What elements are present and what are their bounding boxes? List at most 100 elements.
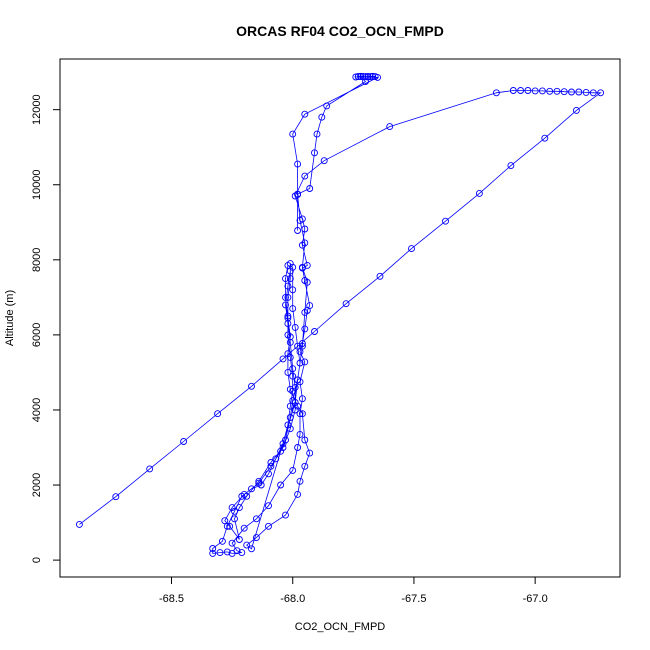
data-point — [221, 517, 229, 525]
data-point — [231, 515, 238, 523]
data-point — [572, 106, 580, 114]
data-point — [509, 87, 517, 94]
data-point — [386, 123, 394, 131]
data-point — [374, 73, 382, 81]
data-point — [296, 359, 304, 367]
data-point — [298, 263, 306, 271]
x-axis: -68.5 -68.0 -67.5 -67.0 — [159, 576, 548, 605]
data-point — [296, 477, 304, 485]
data-point — [298, 410, 306, 418]
data-point — [277, 447, 285, 455]
data-point — [289, 372, 297, 380]
data-point — [362, 73, 369, 81]
y-axis: 0 2000 4000 6000 8000 10000 12000 — [31, 94, 61, 563]
data-point — [354, 73, 362, 81]
x-axis-label: CO2_OCN_FMPD — [295, 621, 386, 633]
data-point — [238, 549, 246, 557]
data-point — [298, 342, 306, 350]
plot-frame — [59, 58, 621, 578]
x-tick-label: -67.0 — [523, 593, 548, 605]
y-tick-label: 6000 — [31, 323, 43, 347]
data-point — [313, 130, 321, 138]
y-tick-label: 4000 — [31, 398, 43, 422]
data-point — [597, 89, 605, 97]
data-point — [289, 466, 297, 474]
data-point — [223, 548, 231, 556]
data-point — [209, 549, 217, 557]
data-point — [301, 308, 309, 316]
data-point — [541, 134, 549, 142]
data-point — [235, 536, 243, 543]
data-point — [575, 88, 583, 96]
data-point — [546, 87, 554, 95]
data-point — [267, 462, 275, 470]
data-point — [320, 157, 328, 165]
data-point — [286, 402, 294, 410]
chart-title: ORCAS RF04 CO2_OCN_FMPD — [236, 23, 444, 39]
data-point — [291, 323, 299, 331]
y-tick-label: 2000 — [31, 473, 43, 497]
data-point — [289, 305, 297, 313]
data-point — [214, 410, 222, 418]
data-point — [223, 522, 231, 530]
data-point — [492, 89, 500, 97]
data-point — [240, 524, 248, 532]
data-point — [282, 275, 289, 283]
data-point — [180, 438, 188, 445]
data-point — [301, 239, 309, 247]
data-point — [303, 278, 311, 286]
data-point — [311, 328, 318, 335]
data-point — [291, 399, 299, 406]
data-point — [294, 160, 302, 168]
data-point — [248, 485, 255, 493]
data-point — [531, 87, 539, 95]
data-point — [366, 73, 374, 81]
y-axis-label: Altitude (m) — [4, 290, 16, 346]
x-tick-label: -67.5 — [401, 593, 426, 605]
data-point — [286, 353, 294, 361]
data-point — [231, 507, 238, 515]
data-point — [228, 504, 236, 512]
data-point — [284, 314, 292, 322]
data-point — [323, 102, 331, 110]
data-point — [294, 376, 302, 384]
data-point — [265, 502, 272, 510]
data-point — [286, 425, 294, 433]
data-point — [289, 286, 297, 294]
data-point — [75, 520, 83, 528]
data-point — [282, 511, 289, 519]
data-point — [408, 245, 415, 253]
data-point — [226, 522, 234, 530]
data-point — [218, 537, 226, 545]
data-point — [301, 110, 309, 118]
data-point — [289, 365, 297, 373]
data-point — [284, 350, 292, 358]
data-point — [265, 470, 272, 478]
data-point — [376, 272, 384, 280]
data-point — [553, 87, 561, 95]
data-point — [560, 88, 568, 96]
data-point — [216, 549, 224, 557]
data-point — [294, 342, 302, 350]
data-point — [589, 89, 597, 97]
y-tick-label: 8000 — [31, 248, 43, 272]
data-point — [301, 325, 309, 333]
data-point — [475, 189, 483, 197]
data-point — [286, 275, 294, 283]
data-point — [301, 225, 309, 233]
y-tick-label: 12000 — [31, 94, 43, 125]
data-point — [301, 462, 309, 470]
x-tick-label: -68.0 — [280, 593, 305, 605]
data-point — [284, 312, 292, 320]
data-point — [318, 113, 326, 121]
data-point — [282, 301, 289, 309]
data-point — [306, 185, 314, 192]
data-point — [284, 421, 292, 429]
data-point — [342, 300, 350, 308]
data-point — [582, 88, 590, 96]
data-point — [306, 449, 314, 457]
data-point — [359, 73, 367, 81]
data-point — [296, 216, 304, 224]
data-point — [294, 490, 302, 498]
